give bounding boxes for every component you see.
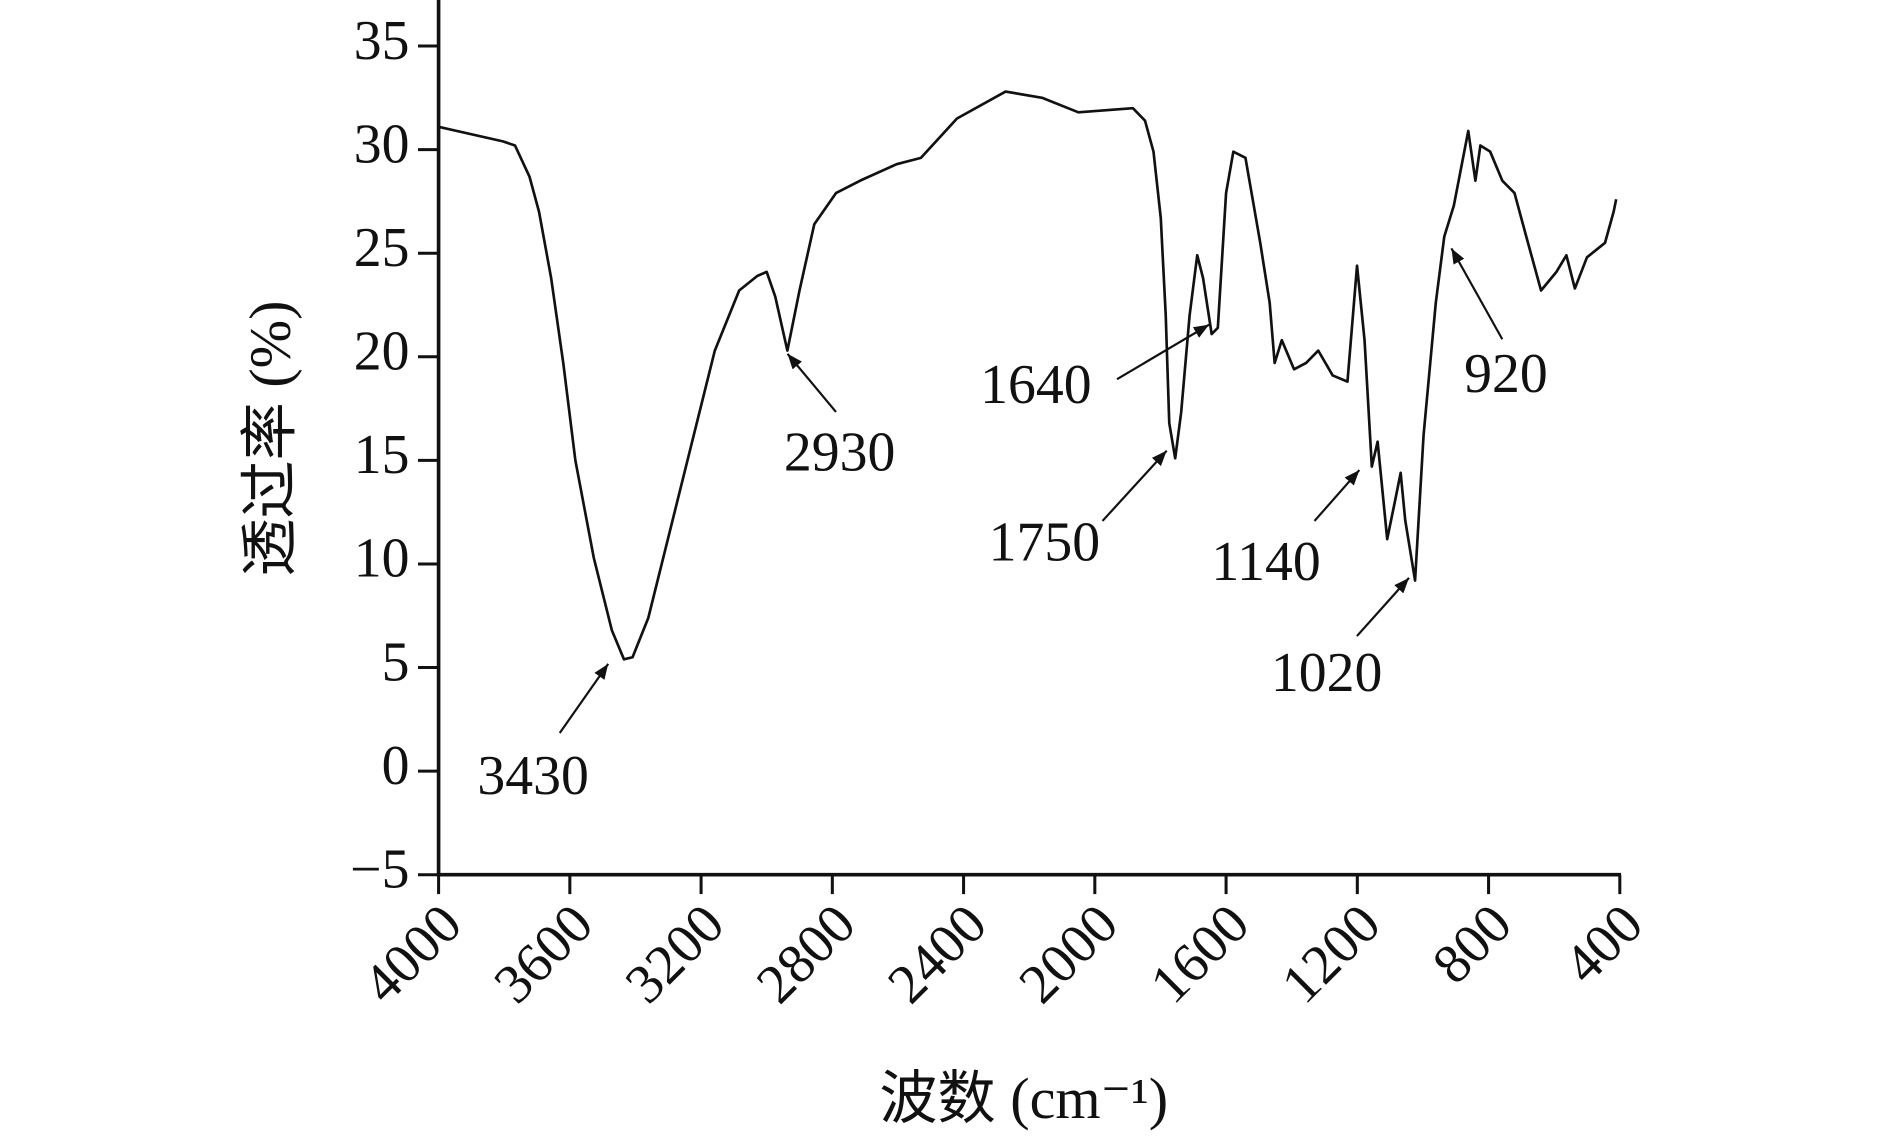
annotation-arrow bbox=[558, 663, 610, 734]
y-tick-label: 20 bbox=[354, 321, 410, 383]
y-tick-label: 25 bbox=[354, 217, 410, 279]
annotation: 1640 bbox=[980, 354, 1091, 416]
annotation: 920 bbox=[1464, 343, 1548, 405]
annotation: 1140 bbox=[1211, 531, 1320, 593]
y-tick-label: −5 bbox=[350, 838, 409, 900]
annotation-arrow bbox=[1101, 449, 1168, 522]
y-tick-label: 15 bbox=[354, 424, 410, 486]
annotation-arrow bbox=[1116, 323, 1210, 381]
x-tick-label: 4000 bbox=[351, 893, 474, 1016]
y-tick-label: 5 bbox=[382, 631, 410, 693]
annotation-arrow bbox=[786, 353, 837, 413]
x-tick-label: 2000 bbox=[1007, 893, 1130, 1016]
x-tick-label: 2400 bbox=[876, 893, 999, 1016]
y-axis-label: 透过率 (%) bbox=[238, 301, 303, 577]
annotation-arrow bbox=[1356, 577, 1410, 637]
y-tick-label: 10 bbox=[354, 528, 410, 590]
x-axis-label: 波数 (cm⁻¹) bbox=[879, 1066, 1168, 1131]
x-tick-label: 1200 bbox=[1270, 893, 1393, 1016]
annotation: 1020 bbox=[1271, 642, 1382, 704]
annotation: 3430 bbox=[477, 745, 588, 807]
y-tick-label: 30 bbox=[354, 113, 410, 175]
x-tick-label: 2800 bbox=[745, 893, 868, 1016]
x-tick-label: 1600 bbox=[1139, 893, 1262, 1016]
annotation-arrow bbox=[1450, 247, 1504, 340]
y-tick-label: 35 bbox=[354, 10, 410, 72]
annotation: 2930 bbox=[784, 422, 895, 484]
x-tick-label: 3600 bbox=[482, 893, 605, 1016]
x-tick-label: 400 bbox=[1552, 893, 1655, 996]
annotation-arrow bbox=[1313, 469, 1361, 522]
x-tick-label: 800 bbox=[1421, 893, 1524, 996]
y-tick-label: 0 bbox=[382, 735, 410, 797]
x-tick-label: 3200 bbox=[614, 893, 737, 1016]
annotation: 1750 bbox=[989, 511, 1100, 573]
spectrum-line bbox=[438, 90, 1618, 661]
